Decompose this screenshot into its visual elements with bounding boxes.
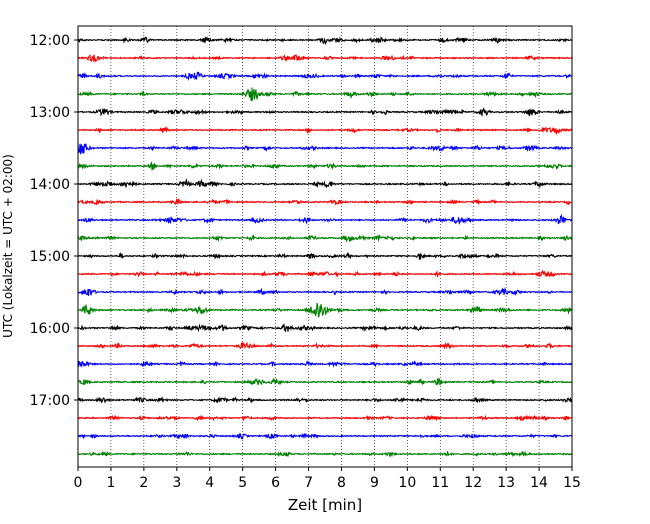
x-tick-label: 4: [205, 475, 214, 491]
x-tick-label: 5: [238, 475, 247, 491]
trace-layer: [77, 35, 573, 458]
x-tick-label: 15: [563, 475, 581, 491]
trace-row-19: [77, 376, 573, 386]
trace-row-0: [77, 35, 573, 46]
x-tick-label: 8: [337, 475, 346, 491]
x-tick-label: 3: [172, 475, 181, 491]
trace-row-22: [78, 432, 573, 440]
trace-row-18: [77, 360, 573, 368]
trace-row-8: [77, 177, 573, 189]
trace-row-23: [77, 450, 573, 458]
trace-row-11: [77, 234, 573, 243]
x-axis-label: Zeit [min]: [288, 496, 362, 514]
trace-row-9: [77, 198, 573, 206]
x-tick-label: 9: [370, 475, 379, 491]
trace-row-6: [77, 143, 573, 155]
trace-row-3: [77, 87, 573, 102]
trace-row-7: [77, 160, 573, 171]
trace-row-4: [77, 107, 573, 117]
x-tick-label: 11: [431, 475, 449, 491]
x-tick-label: 6: [271, 475, 280, 491]
trace-row-17: [77, 341, 573, 350]
axis-layer: 0 1 2 3 4 5 6 7 8 9 10 11 12 13 14 1512:0013:0014:0015:…: [30, 33, 581, 491]
y-tick-label: 16:00: [30, 321, 70, 337]
x-tick-label: 1: [106, 475, 115, 491]
trace-row-1: [77, 54, 573, 63]
trace-row-21: [77, 414, 573, 422]
x-tick-label: 12: [464, 475, 482, 491]
x-tick-label: 2: [139, 475, 148, 491]
trace-row-20: [77, 396, 573, 404]
y-tick-label: 14:00: [30, 177, 70, 193]
y-tick-label: 13:00: [30, 105, 70, 121]
trace-row-12: [77, 252, 573, 260]
y-tick-label: 12:00: [30, 33, 70, 49]
x-tick-label: 7: [304, 475, 313, 491]
trace-row-15: [77, 302, 573, 318]
trace-row-5: [77, 126, 573, 135]
trace-row-10: [77, 213, 573, 226]
y-tick-label: 15:00: [30, 249, 70, 265]
trace-row-2: [77, 71, 573, 82]
x-tick-label: 14: [530, 475, 548, 491]
y-tick-label: 17:00: [30, 393, 70, 409]
x-tick-label: 13: [497, 475, 515, 491]
trace-row-16: [77, 323, 573, 333]
y-axis-label: UTC (Lokalzeit = UTC + 02:00): [1, 154, 15, 338]
x-tick-label: 0: [74, 475, 83, 491]
x-tick-label: 10: [398, 475, 416, 491]
plot-frame: [77, 25, 573, 468]
trace-row-14: [77, 287, 573, 296]
trace-row-13: [77, 269, 573, 278]
